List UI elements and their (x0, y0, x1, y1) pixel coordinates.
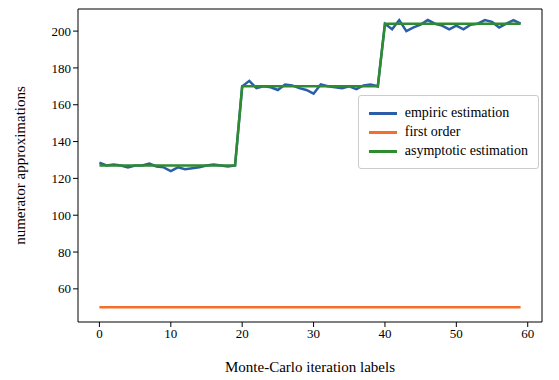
svg-text:160: 160 (52, 97, 72, 112)
svg-text:10: 10 (164, 326, 177, 341)
svg-text:numerator approximations: numerator approximations (12, 86, 28, 245)
svg-text:40: 40 (378, 326, 391, 341)
svg-text:0: 0 (96, 326, 103, 341)
svg-text:20: 20 (236, 326, 249, 341)
svg-text:50: 50 (450, 326, 463, 341)
svg-text:120: 120 (52, 171, 72, 186)
html-text:first order: first order (404, 124, 461, 139)
svg-text:100: 100 (52, 208, 72, 223)
html-text:empiric estimation: empiric estimation (404, 105, 510, 120)
svg-text:140: 140 (52, 134, 72, 149)
svg-text:180: 180 (52, 61, 72, 76)
svg-text:60: 60 (521, 326, 534, 341)
svg-text:200: 200 (52, 24, 72, 39)
svg-text:60: 60 (58, 281, 71, 296)
svg-text:80: 80 (58, 245, 71, 260)
svg-text:Monte-Carlo iteration labels: Monte-Carlo iteration labels (225, 359, 395, 375)
svg-text:30: 30 (307, 326, 320, 341)
html-text:asymptotic estimation: asymptotic estimation (404, 143, 528, 158)
